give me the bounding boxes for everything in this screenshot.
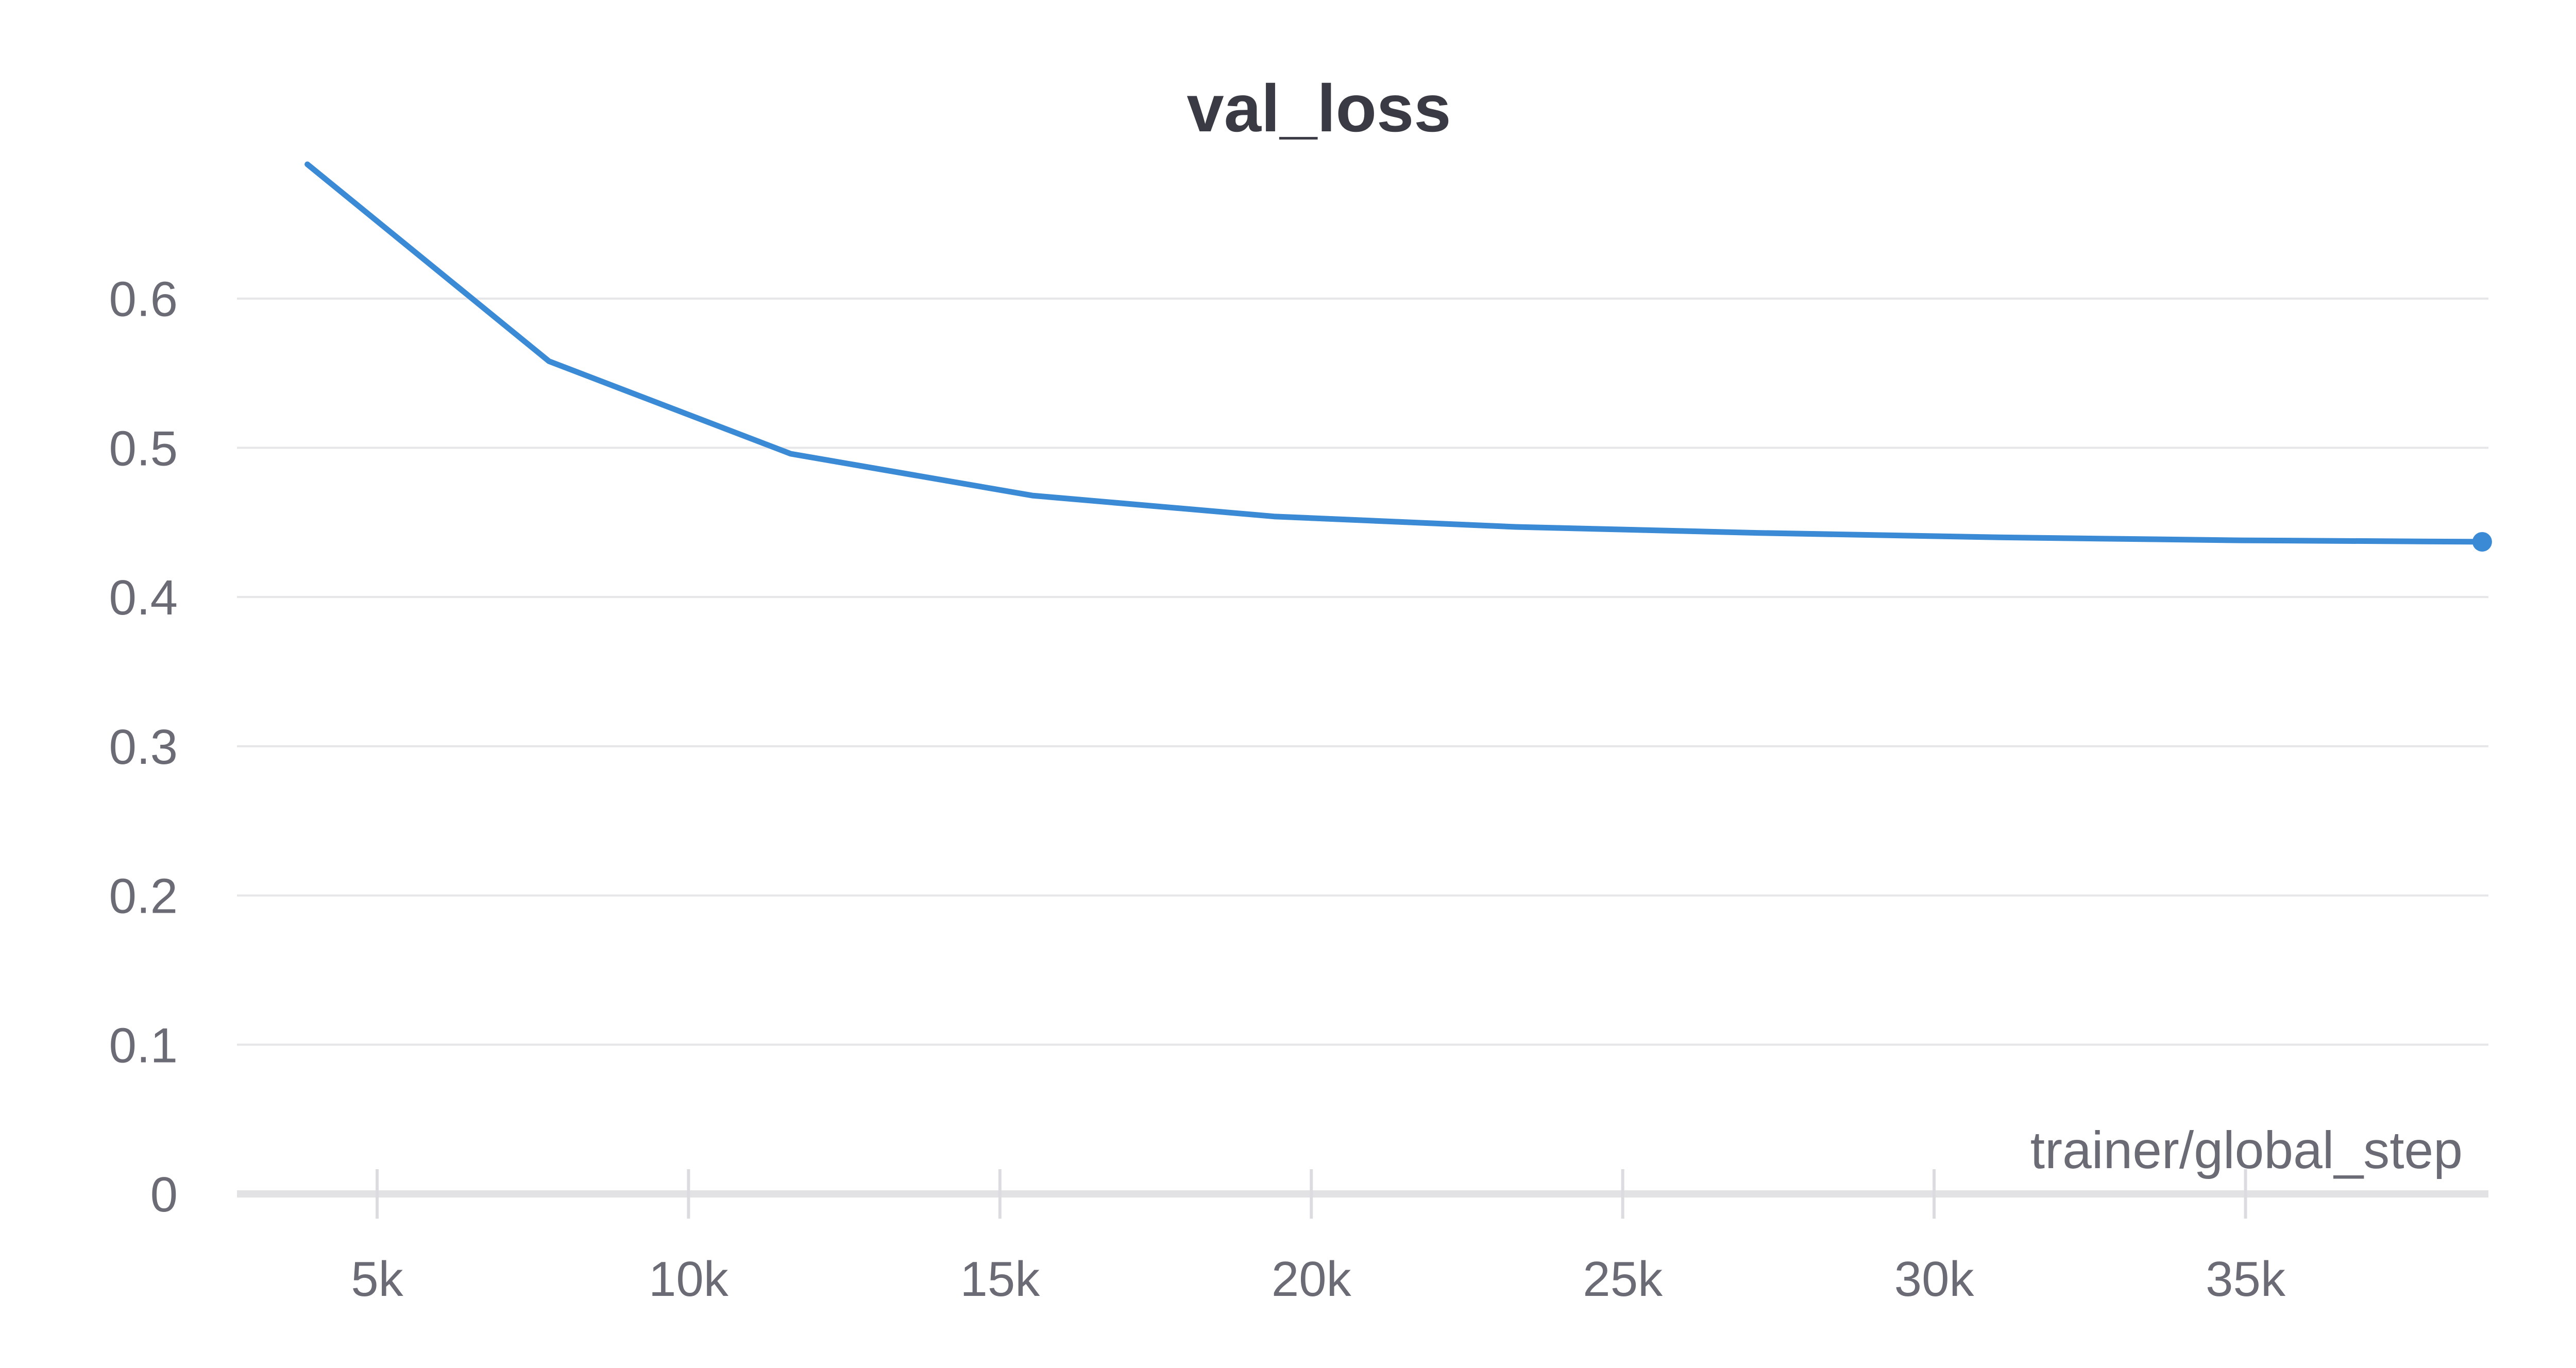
y-tick-label: 0.3 [109, 720, 178, 775]
gridlines [237, 297, 2488, 1046]
x-tick-label: 20k [1272, 1252, 1352, 1307]
y-tick-label: 0 [150, 1167, 178, 1222]
x-tick-labels: 5k 10k 15k 20k 25k 30k 35k [351, 1252, 2286, 1307]
y-tick-label: 0.4 [109, 570, 178, 625]
x-axis-title: trainer/global_step [2030, 1121, 2463, 1179]
y-axis: 0 0.1 0.2 0.3 0.4 0.5 0.6 [109, 272, 178, 1222]
chart-title: val_loss [1187, 71, 1451, 146]
y-tick-label: 0.2 [109, 869, 178, 924]
x-tick-label: 25k [1583, 1252, 1663, 1307]
y-tick-label: 0.5 [109, 421, 178, 476]
x-axis [237, 1169, 2488, 1219]
y-tick-label: 0.1 [109, 1018, 178, 1073]
series-endpoint[interactable] [2472, 532, 2492, 552]
x-tick-label: 5k [351, 1252, 403, 1307]
y-tick-label: 0.6 [109, 272, 178, 327]
x-tick-label: 10k [649, 1252, 729, 1307]
series-layer [304, 161, 2492, 552]
x-tick-label: 15k [960, 1252, 1040, 1307]
series-line [304, 161, 2485, 545]
x-tick-label: 30k [1894, 1252, 1975, 1307]
x-tick-label: 35k [2206, 1252, 2286, 1307]
